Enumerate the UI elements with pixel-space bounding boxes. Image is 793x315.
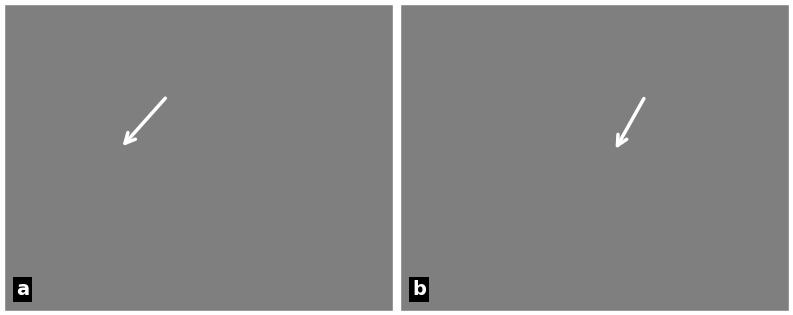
Text: b: b [412, 280, 426, 299]
Text: a: a [16, 280, 29, 299]
